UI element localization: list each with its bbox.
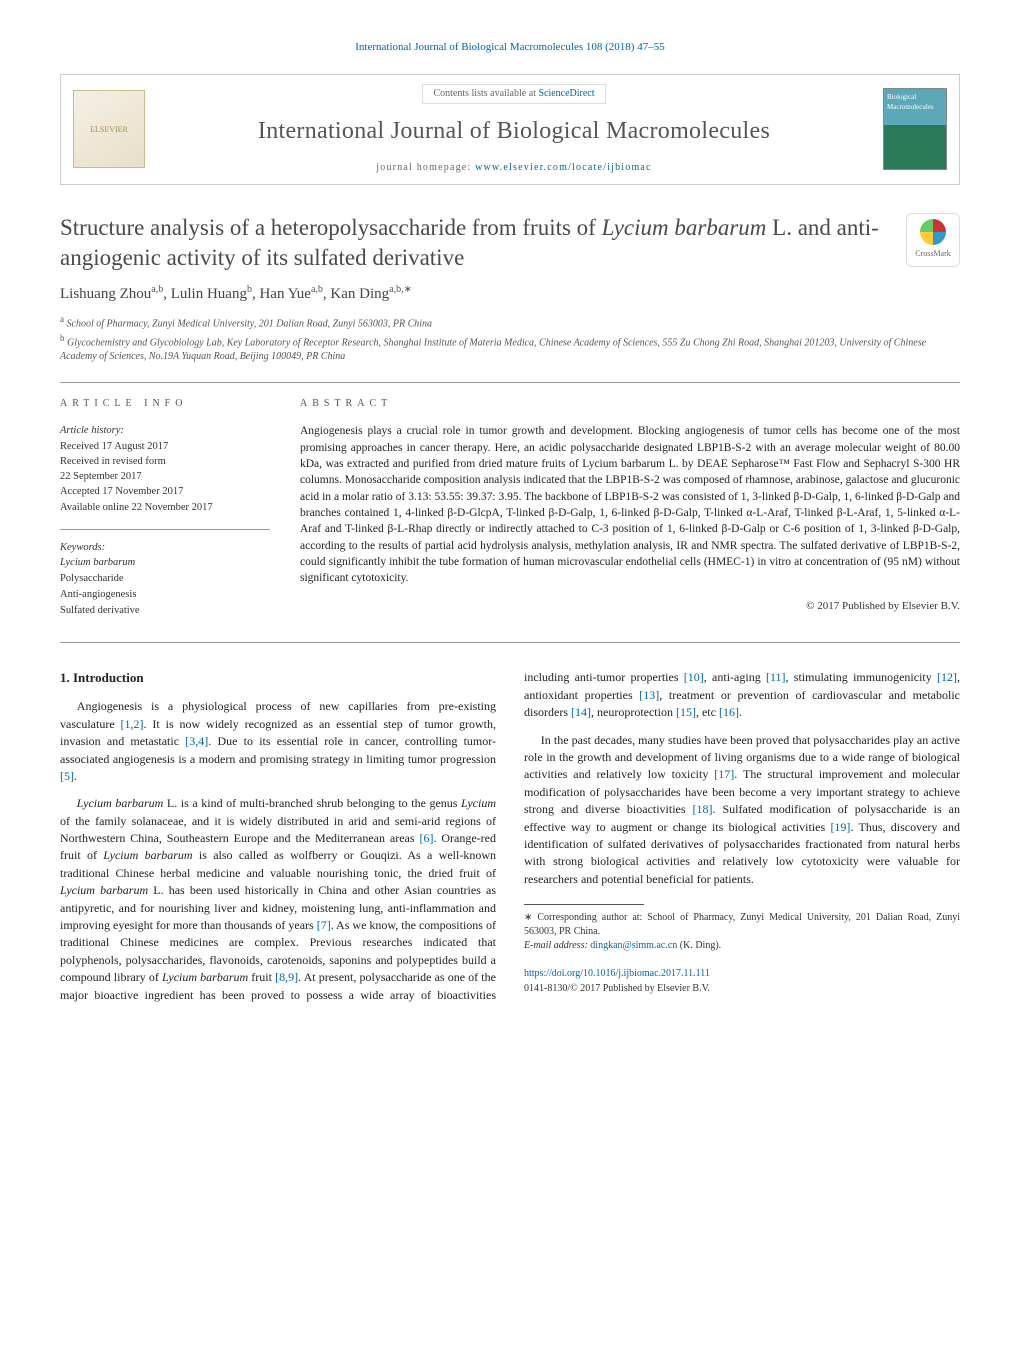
abstract-copyright: © 2017 Published by Elsevier B.V. bbox=[300, 599, 960, 615]
body-p3: In the past decades, many studies have b… bbox=[524, 732, 960, 889]
contents-available: Contents lists available at ScienceDirec… bbox=[422, 84, 605, 105]
history-label: Article history: bbox=[60, 423, 270, 438]
body-p1: Angiogenesis is a physiological process … bbox=[60, 698, 496, 785]
author-email-link[interactable]: dingkan@simm.ac.cn bbox=[590, 940, 677, 951]
abstract: abstract Angiogenesis plays a crucial ro… bbox=[300, 397, 960, 633]
email-label: E-mail address: bbox=[524, 940, 590, 951]
affiliation-b: b Glycochemistry and Glycobiology Lab, K… bbox=[60, 332, 960, 364]
footnotes: ∗ Corresponding author at: School of Pha… bbox=[524, 911, 960, 953]
article-title: Structure analysis of a heteropolysaccha… bbox=[60, 213, 890, 273]
journal-name: International Journal of Biological Macr… bbox=[157, 114, 871, 149]
history-revised2: 22 September 2017 bbox=[60, 469, 270, 484]
abstract-heading: abstract bbox=[300, 397, 960, 412]
authors: Lishuang Zhoua,b, Lulin Huangb, Han Yuea… bbox=[60, 283, 960, 306]
history-accepted: Accepted 17 November 2017 bbox=[60, 484, 270, 499]
crossmark-icon bbox=[920, 219, 946, 245]
email-line: E-mail address: dingkan@simm.ac.cn (K. D… bbox=[524, 939, 960, 953]
section-title: Introduction bbox=[73, 670, 144, 685]
doi-link[interactable]: https://doi.org/10.1016/j.ijbiomac.2017.… bbox=[524, 968, 710, 979]
article-info: article info Article history: Received 1… bbox=[60, 397, 270, 633]
article-info-heading: article info bbox=[60, 397, 270, 412]
footnote-rule bbox=[524, 904, 644, 905]
journal-homepage: journal homepage: www.elsevier.com/locat… bbox=[157, 161, 871, 176]
homepage-prefix: journal homepage: bbox=[376, 162, 475, 173]
keyword-3: Sulfated derivative bbox=[60, 603, 270, 619]
elsevier-logo: ELSEVIER bbox=[73, 90, 145, 168]
running-head: International Journal of Biological Macr… bbox=[60, 40, 960, 56]
aff-a-text: School of Pharmacy, Zunyi Medical Univer… bbox=[67, 319, 433, 330]
history-online: Available online 22 November 2017 bbox=[60, 500, 270, 515]
keywords-label: Keywords: bbox=[60, 540, 270, 556]
homepage-link[interactable]: www.elsevier.com/locate/ijbiomac bbox=[475, 162, 652, 173]
keyword-0: Lycium barbarum bbox=[60, 555, 270, 571]
section-1-heading: 1. Introduction bbox=[60, 669, 496, 688]
journal-cover-thumb: Biological Macromolecules bbox=[883, 88, 947, 170]
rule-bottom bbox=[60, 642, 960, 643]
doi-block: https://doi.org/10.1016/j.ijbiomac.2017.… bbox=[524, 967, 960, 996]
history-revised1: Received in revised form bbox=[60, 454, 270, 469]
crossmark-badge[interactable]: CrossMark bbox=[906, 213, 960, 267]
rule-top bbox=[60, 382, 960, 383]
affiliation-a: a School of Pharmacy, Zunyi Medical Univ… bbox=[60, 313, 960, 331]
aff-b-text: Glycochemistry and Glycobiology Lab, Key… bbox=[60, 337, 926, 362]
body-columns: 1. Introduction Angiogenesis is a physio… bbox=[60, 669, 960, 1003]
history-received: Received 17 August 2017 bbox=[60, 439, 270, 454]
keyword-1: Polysaccharide bbox=[60, 571, 270, 587]
issn-copyright: 0141-8130/© 2017 Published by Elsevier B… bbox=[524, 983, 710, 994]
email-suffix: (K. Ding). bbox=[677, 940, 721, 951]
keyword-2: Anti-angiogenesis bbox=[60, 587, 270, 603]
abstract-text: Angiogenesis plays a crucial role in tum… bbox=[300, 423, 960, 586]
crossmark-label: CrossMark bbox=[915, 248, 951, 260]
contents-prefix: Contents lists available at bbox=[433, 88, 538, 99]
sciencedirect-link[interactable]: ScienceDirect bbox=[538, 88, 594, 99]
corresponding-author: ∗ Corresponding author at: School of Pha… bbox=[524, 911, 960, 939]
section-number: 1. bbox=[60, 670, 70, 685]
journal-header: ELSEVIER Contents lists available at Sci… bbox=[60, 74, 960, 185]
affiliations: a School of Pharmacy, Zunyi Medical Univ… bbox=[60, 313, 960, 364]
